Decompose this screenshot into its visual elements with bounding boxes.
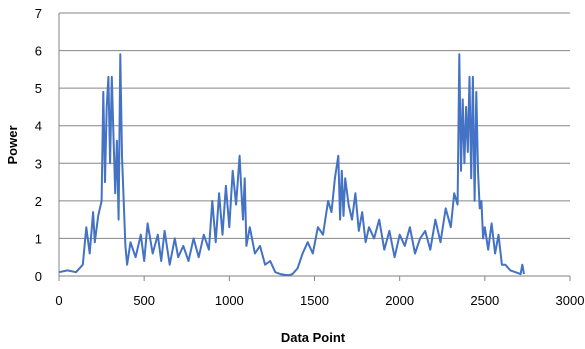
x-tick-label: 0: [55, 293, 62, 308]
y-tick-label: 6: [35, 44, 42, 59]
y-axis-ticks: 0 1 2 3 4 5 6 7: [35, 6, 42, 284]
y-tick-label: 5: [35, 81, 42, 96]
y-tick-label: 4: [35, 119, 42, 134]
y-tick-label: 3: [35, 156, 42, 171]
x-tick-label: 2500: [470, 293, 499, 308]
plot-area: [58, 53, 525, 277]
x-tick-label: 1000: [215, 293, 244, 308]
y-tick-label: 0: [35, 269, 42, 284]
x-axis-title: Data Point: [281, 330, 346, 345]
x-tick-label: 1500: [300, 293, 329, 308]
x-tick-label: 3000: [556, 293, 585, 308]
x-tick-label: 500: [133, 293, 155, 308]
series-line-0: [58, 53, 525, 277]
y-tick-label: 1: [35, 231, 42, 246]
x-tick-label: 2000: [385, 293, 414, 308]
x-axis-ticks: 0 500 1000 1500 2000 2500 3000: [55, 276, 584, 308]
y-axis-title: Power: [5, 125, 20, 164]
y-tick-label: 7: [35, 6, 42, 21]
y-tick-label: 2: [35, 194, 42, 209]
gridlines: [58, 12, 570, 277]
